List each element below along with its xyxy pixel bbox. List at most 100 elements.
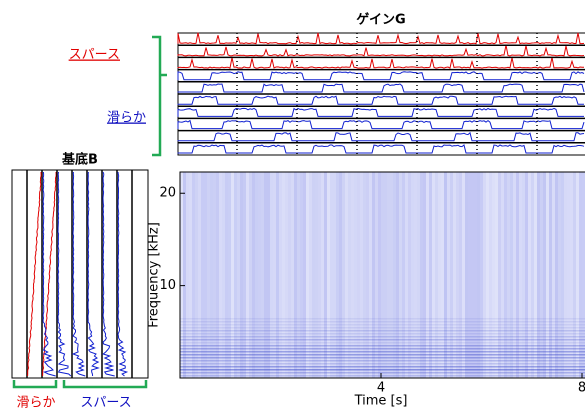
spectrogram-column xyxy=(291,172,294,378)
spectrogram-column xyxy=(201,172,204,378)
spectrogram-bg xyxy=(180,172,585,378)
spectrogram-column xyxy=(183,172,186,378)
spectrogram-column xyxy=(507,172,510,378)
spectrogram-column xyxy=(522,172,525,378)
spectrogram-column xyxy=(243,172,246,378)
spectrogram-column xyxy=(537,172,540,378)
spectrogram-column xyxy=(441,172,444,378)
spectrogram-column xyxy=(252,172,255,378)
spectrogram-column xyxy=(345,172,348,378)
spectrogram-column xyxy=(579,172,582,378)
spectrogram-column xyxy=(363,172,366,378)
spectrogram-column xyxy=(411,172,414,378)
spectrogram-column xyxy=(339,172,342,378)
sparse-basis xyxy=(102,171,115,377)
spectrogram-band xyxy=(180,357,585,359)
spectrogram-column xyxy=(378,172,381,378)
spectrogram-column xyxy=(486,172,489,378)
spectrogram-column xyxy=(573,172,576,378)
spectrogram-column xyxy=(225,172,228,378)
spectrogram-band xyxy=(180,372,585,374)
spectrogram-column xyxy=(327,172,330,378)
spectrogram-column xyxy=(519,172,522,378)
spectrogram-column xyxy=(447,172,450,378)
smooth-gain xyxy=(177,119,585,130)
spectrogram-column xyxy=(525,172,528,378)
sparse-basis xyxy=(117,171,129,377)
spectrogram-column xyxy=(477,172,480,378)
spectrogram-column xyxy=(324,172,327,378)
spectrogram-band xyxy=(180,351,585,353)
spectrogram-column xyxy=(273,172,276,378)
spectrogram-column xyxy=(297,172,300,378)
spectrogram-column xyxy=(258,172,261,378)
spectrogram-column xyxy=(219,172,222,378)
spectrogram-column xyxy=(396,172,399,378)
plots: 10 20 4 8 xyxy=(11,32,585,396)
spectrogram-column xyxy=(306,172,309,378)
spectrogram-column xyxy=(318,172,321,378)
spectrogram-column xyxy=(249,172,252,378)
spectrogram-column xyxy=(303,172,306,378)
spectrogram-band xyxy=(180,324,585,326)
spectrogram-band xyxy=(180,327,585,329)
spectrogram-column xyxy=(450,172,453,378)
spectrogram-column xyxy=(531,172,534,378)
spectrogram-column xyxy=(399,172,402,378)
spectrogram-column xyxy=(261,172,264,378)
spectrogram-column xyxy=(387,172,390,378)
spectrogram-column xyxy=(300,172,303,378)
y-tick-label: 10 xyxy=(159,278,176,293)
basis-frame xyxy=(11,169,149,379)
spectrogram-column xyxy=(366,172,369,378)
spectrogram-column xyxy=(240,172,243,378)
spectrogram-band xyxy=(180,318,585,320)
spectrogram-column xyxy=(438,172,441,378)
spectrogram-column xyxy=(552,172,555,378)
sparse-gain xyxy=(177,57,585,69)
x-axis-label: Time [s] xyxy=(354,394,408,409)
spectrogram-column xyxy=(543,172,546,378)
spectrogram-column xyxy=(231,172,234,378)
spectrogram-column xyxy=(546,172,549,378)
spectrogram-column xyxy=(189,172,192,378)
spectrogram-column xyxy=(372,172,375,378)
sparse-label: スパース xyxy=(69,48,120,63)
spectrogram-band xyxy=(180,369,585,371)
spectrogram-column xyxy=(354,172,357,378)
spectrogram-column xyxy=(213,172,216,378)
spectrogram-column xyxy=(369,172,372,378)
spectrogram-column xyxy=(564,172,567,378)
spectrogram-column xyxy=(195,172,198,378)
spectrogram-column xyxy=(321,172,324,378)
spectrogram-column xyxy=(198,172,201,378)
basis-smooth-label: 滑らか xyxy=(16,396,55,410)
spectrogram-column xyxy=(351,172,354,378)
spectrogram-column xyxy=(222,172,225,378)
spectrogram-column xyxy=(348,172,351,378)
spectrogram-column xyxy=(576,172,579,378)
spectrogram-column xyxy=(405,172,408,378)
spectrogram-band xyxy=(180,354,585,356)
sparse-basis xyxy=(71,171,86,377)
spectrogram-column xyxy=(309,172,312,378)
sparse-gain xyxy=(177,45,585,57)
spectrogram-column xyxy=(393,172,396,378)
spectrogram-column xyxy=(567,172,570,378)
spectrogram-column xyxy=(255,172,258,378)
spectrogram-column xyxy=(180,172,183,378)
spectrogram-column xyxy=(228,172,231,378)
smooth-gain xyxy=(177,144,585,154)
spectrogram-column xyxy=(513,172,516,378)
smooth-basis xyxy=(42,171,57,377)
spectrogram-column xyxy=(423,172,426,378)
spectrogram-column xyxy=(315,172,318,378)
spectrogram-column xyxy=(381,172,384,378)
spectrogram-band xyxy=(180,336,585,338)
gain-bracket xyxy=(152,35,167,157)
basis-bracket xyxy=(12,380,148,389)
spectrogram-column xyxy=(462,172,465,378)
y-tick-label: 20 xyxy=(159,186,176,201)
spectrogram-column xyxy=(480,172,483,378)
